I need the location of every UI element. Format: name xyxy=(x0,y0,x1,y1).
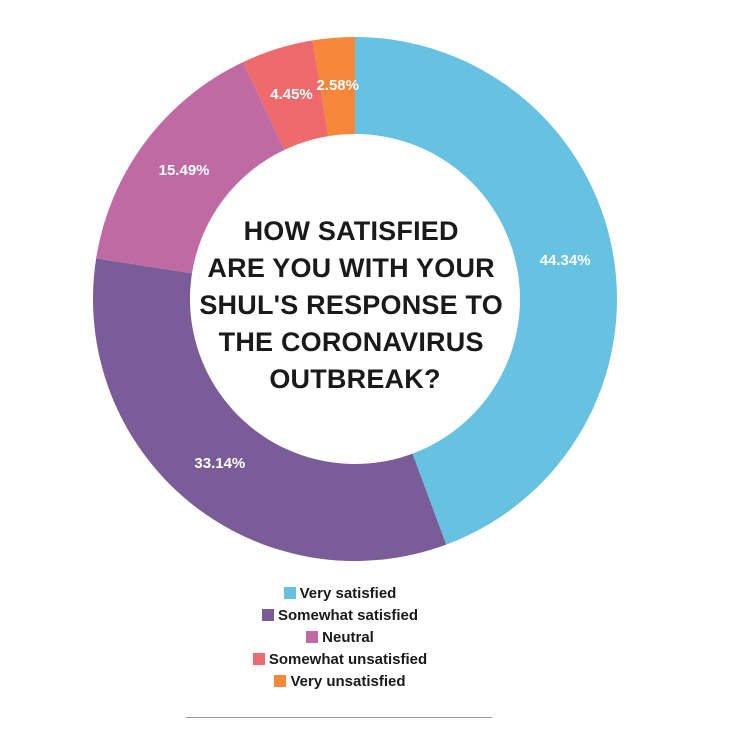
legend-label-neutral: Neutral xyxy=(322,629,374,646)
slice-label-somewhat-unsatisfied: 4.45% xyxy=(270,86,313,103)
chart-title-line-4: THE CORONAVIRUS xyxy=(219,327,484,357)
legend-item-somewhat-satisfied: Somewhat satisfied xyxy=(180,605,500,627)
legend-label-somewhat-satisfied: Somewhat satisfied xyxy=(277,607,419,624)
slice-somewhat-satisfied xyxy=(92,258,447,561)
chart-title-line-2: ARE YOU WITH YOUR xyxy=(207,253,494,283)
slice-very-satisfied xyxy=(355,37,617,545)
slice-label-somewhat-satisfied: 33.14% xyxy=(194,455,245,472)
legend-label-very-satisfied: Very satisfied xyxy=(299,585,397,602)
slice-labels-group: 44.34% 33.14% 15.49% 4.45%2.58% xyxy=(159,77,591,472)
legend-swatch-somewhat-satisfied xyxy=(261,609,274,621)
legend-item-neutral: Neutral xyxy=(180,627,500,649)
legend-swatch-somewhat-unsatisfied xyxy=(252,653,265,665)
slice-label-very-satisfied: 44.34% xyxy=(540,252,591,269)
legend: Very satisfied Somewhat satisfied Neutra… xyxy=(180,583,500,693)
chart-title-line-3: SHUL'S RESPONSE TO xyxy=(199,290,503,320)
legend-swatch-neutral xyxy=(306,631,319,643)
legend-item-very-unsatisfied: Very unsatisfied xyxy=(180,671,500,693)
slice-neutral xyxy=(96,62,285,274)
slice-somewhat-unsatisfied xyxy=(242,40,329,150)
legend-item-somewhat-unsatisfied: Somewhat unsatisfied xyxy=(180,649,500,671)
slices-group xyxy=(92,37,617,561)
chart-title-line-1: HOW SATISFIED xyxy=(244,216,459,246)
legend-label-somewhat-unsatisfied: Somewhat unsatisfied xyxy=(268,651,428,668)
slice-very-unsatisfied xyxy=(312,37,355,137)
divider-line xyxy=(186,717,492,718)
legend-swatch-very-satisfied xyxy=(283,587,296,599)
slice-label-very-unsatisfied: 2.58% xyxy=(316,77,359,94)
legend-item-very-satisfied: Very satisfied xyxy=(180,583,500,605)
slice-label-neutral: 15.49% xyxy=(159,162,210,179)
legend-label-very-unsatisfied: Very unsatisfied xyxy=(290,673,406,690)
legend-swatch-very-unsatisfied xyxy=(274,675,287,687)
chart-title-line-5: OUTBREAK? xyxy=(269,364,440,394)
chart-title: HOW SATISFIED ARE YOU WITH YOUR SHUL'S R… xyxy=(199,216,510,394)
